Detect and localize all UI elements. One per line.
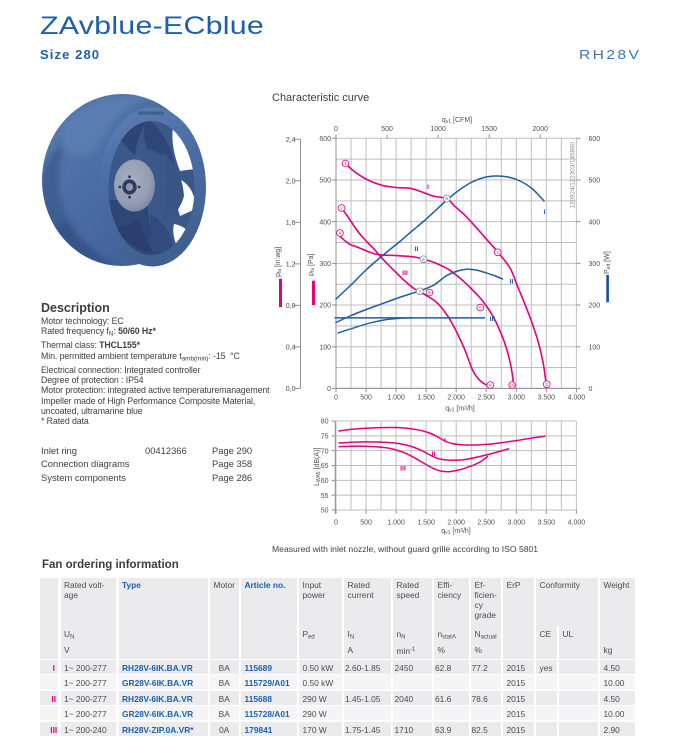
- svg-text:1000: 1000: [430, 126, 446, 133]
- svg-text:80: 80: [321, 419, 329, 426]
- svg-text:200: 200: [589, 303, 601, 310]
- svg-text:1: 1: [344, 161, 347, 166]
- svg-text:3.500: 3.500: [538, 394, 556, 401]
- svg-text:5: 5: [479, 305, 482, 310]
- svg-text:0: 0: [334, 519, 338, 526]
- svg-text:1,6: 1,6: [286, 220, 296, 227]
- svg-text:500: 500: [360, 394, 372, 401]
- svg-text:1.000: 1.000: [387, 519, 405, 526]
- svg-text:2,0: 2,0: [286, 178, 296, 185]
- svg-text:2: 2: [496, 250, 499, 255]
- svg-text:III: III: [402, 270, 408, 277]
- svg-text:0: 0: [334, 126, 338, 133]
- svg-text:I: I: [544, 209, 546, 216]
- svg-text:qv1 [m3/h]: qv1 [m3/h]: [445, 405, 475, 413]
- svg-text:6: 6: [422, 257, 425, 262]
- svg-text:0: 0: [334, 394, 338, 401]
- svg-text:600: 600: [589, 136, 601, 143]
- svg-text:500: 500: [360, 519, 372, 526]
- svg-text:II: II: [415, 246, 419, 253]
- svg-text:400: 400: [319, 219, 331, 226]
- svg-text:4: 4: [339, 231, 342, 236]
- svg-text:2000: 2000: [532, 126, 548, 133]
- svg-text:2.000: 2.000: [447, 394, 465, 401]
- svg-text:2.000: 2.000: [447, 519, 465, 526]
- svg-text:0: 0: [589, 386, 593, 393]
- svg-text:200: 200: [319, 303, 331, 310]
- svg-text:qv1 [CFM]: qv1 [CFM]: [442, 117, 472, 125]
- svg-text:6: 6: [445, 196, 448, 201]
- svg-text:III: III: [400, 465, 406, 472]
- svg-text:0,4: 0,4: [286, 345, 296, 352]
- svg-text:3: 3: [545, 382, 548, 387]
- svg-text:0: 0: [327, 386, 331, 393]
- svg-text:600: 600: [319, 136, 331, 143]
- svg-text:4.000: 4.000: [568, 519, 586, 526]
- svg-text:1.500: 1.500: [417, 519, 435, 526]
- svg-text:II: II: [432, 451, 436, 458]
- svg-text:I: I: [444, 438, 446, 445]
- svg-text:500: 500: [319, 178, 331, 185]
- svg-text:9: 9: [489, 383, 492, 388]
- svg-text:pfa [Pa]: pfa [Pa]: [308, 253, 316, 276]
- svg-text:1.500: 1.500: [417, 394, 435, 401]
- svg-text:1500: 1500: [481, 126, 497, 133]
- svg-text:3.000: 3.000: [508, 519, 526, 526]
- svg-text:60: 60: [321, 478, 329, 485]
- svg-text:400: 400: [589, 219, 601, 226]
- svg-text:2: 2: [340, 206, 343, 211]
- svg-text:Ped [W]: Ped [W]: [604, 251, 612, 274]
- svg-text:qv1 [m3/h]: qv1 [m3/h]: [441, 528, 471, 536]
- svg-text:120924/122303/145860: 120924/122303/145860: [570, 141, 577, 208]
- svg-text:65: 65: [321, 463, 329, 470]
- svg-text:III: III: [490, 316, 496, 323]
- svg-text:300: 300: [589, 261, 601, 268]
- svg-text:LWA5 [dB(A)]: LWA5 [dB(A)]: [314, 448, 322, 486]
- svg-text:0,0: 0,0: [286, 386, 296, 393]
- svg-text:500: 500: [589, 178, 601, 185]
- svg-text:0,8: 0,8: [286, 303, 296, 310]
- svg-text:100: 100: [319, 344, 331, 351]
- svg-text:I: I: [427, 184, 429, 191]
- svg-text:500: 500: [381, 126, 393, 133]
- svg-text:10: 10: [510, 383, 516, 388]
- svg-text:2.500: 2.500: [477, 394, 495, 401]
- svg-text:55: 55: [321, 493, 329, 500]
- svg-text:2,4: 2,4: [286, 137, 296, 144]
- svg-text:300: 300: [319, 261, 331, 268]
- svg-text:4.000: 4.000: [568, 394, 586, 401]
- svg-text:7: 7: [418, 289, 421, 294]
- svg-text:3.000: 3.000: [508, 394, 526, 401]
- svg-text:3.500: 3.500: [538, 519, 556, 526]
- svg-text:50: 50: [321, 508, 329, 515]
- svg-text:70: 70: [321, 448, 329, 455]
- svg-text:II: II: [510, 279, 514, 286]
- svg-text:75: 75: [321, 433, 329, 440]
- svg-text:2.500: 2.500: [477, 519, 495, 526]
- svg-text:8: 8: [428, 290, 431, 295]
- svg-text:1,2: 1,2: [286, 261, 296, 268]
- svg-text:100: 100: [589, 344, 601, 351]
- svg-text:1.000: 1.000: [387, 394, 405, 401]
- svg-text:pfa [in.wg]: pfa [in.wg]: [275, 247, 283, 277]
